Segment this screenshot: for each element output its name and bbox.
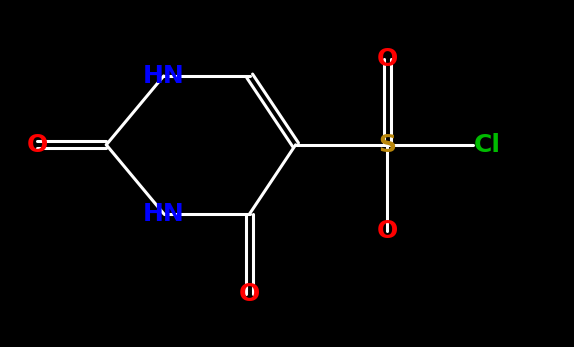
Text: O: O: [27, 133, 48, 157]
Text: O: O: [377, 219, 398, 243]
Text: S: S: [378, 133, 397, 157]
Text: HN: HN: [143, 64, 184, 88]
Text: O: O: [377, 47, 398, 71]
Text: O: O: [239, 282, 261, 306]
Text: HN: HN: [143, 202, 184, 226]
Text: Cl: Cl: [474, 133, 501, 157]
